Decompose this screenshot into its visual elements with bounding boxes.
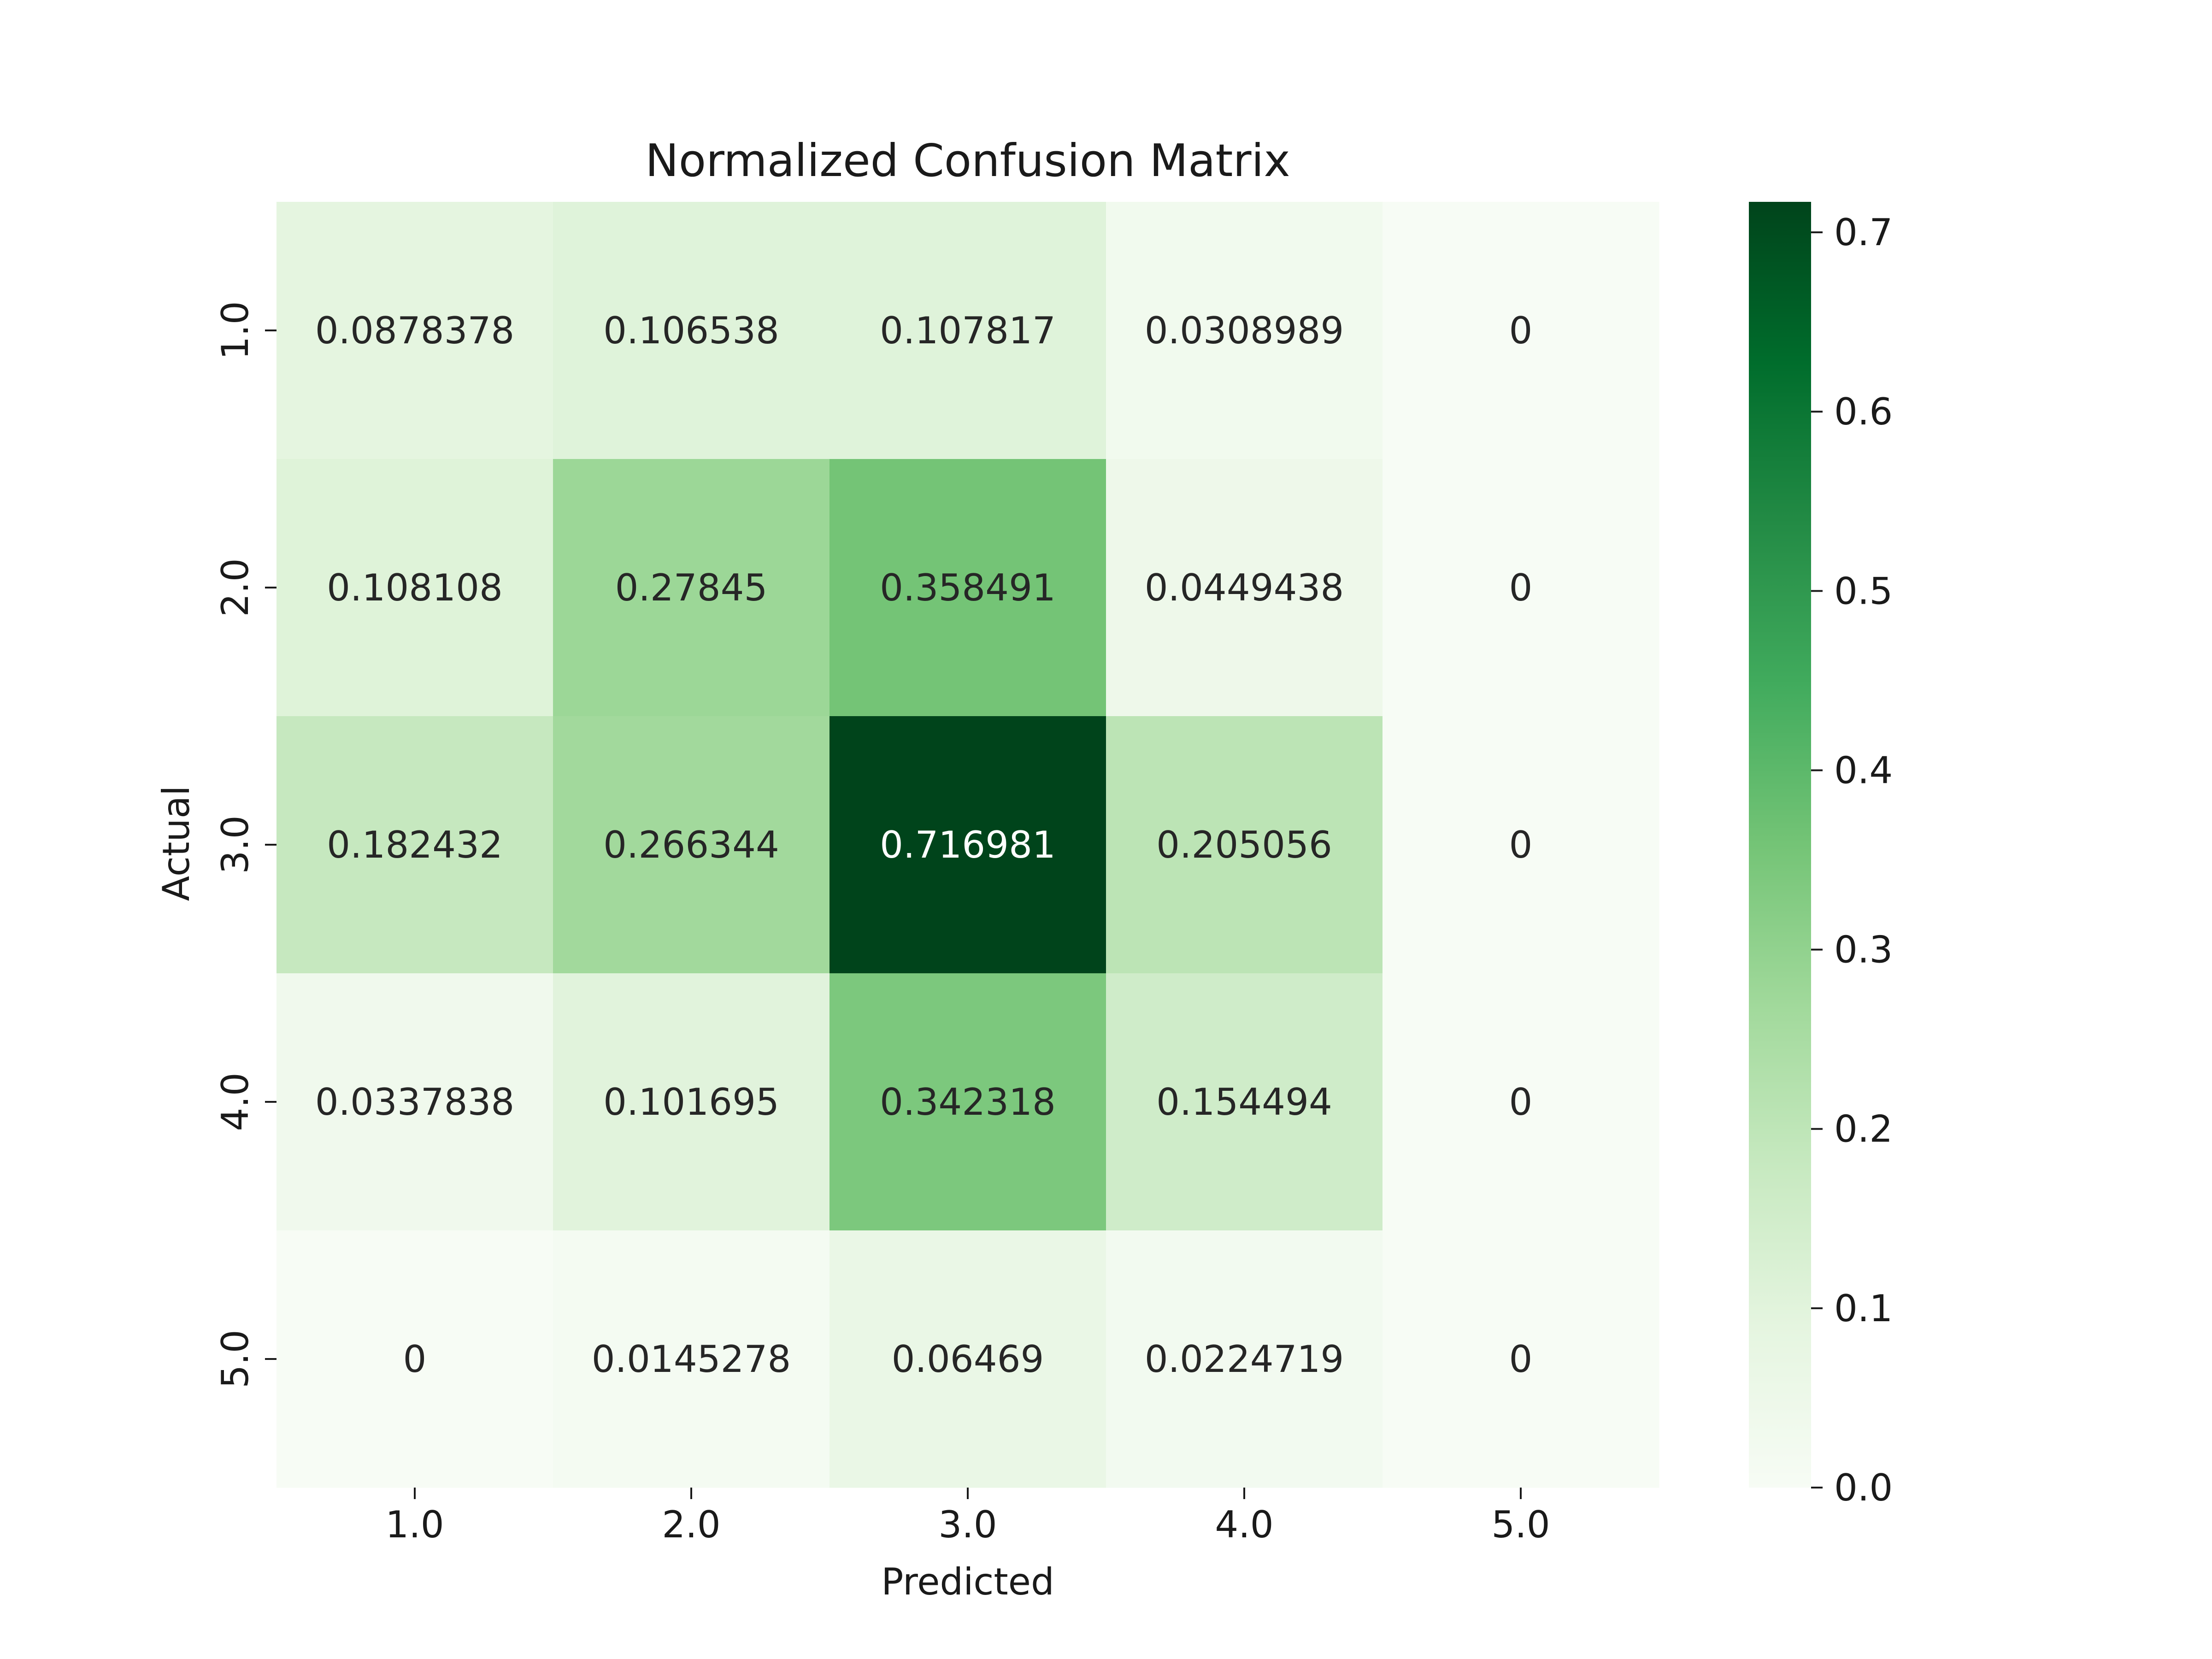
cell-value-label: 0: [1509, 1338, 1533, 1381]
heatmap-cell: [276, 1230, 553, 1488]
heatmap-cell: [553, 716, 830, 974]
heatmap-cells: [276, 202, 1659, 1488]
cell-value-label: 0: [1509, 566, 1533, 609]
colorbar-tick-label: 0.2: [1834, 1108, 1893, 1151]
cell-value-label: 0.0308989: [1145, 309, 1344, 352]
x-tick-label: 1.0: [385, 1503, 444, 1546]
heatmap-cell: [830, 1230, 1106, 1488]
heatmap-cell: [830, 459, 1106, 717]
heatmap-cell: [553, 973, 830, 1231]
cell-value-label: 0.0449438: [1145, 566, 1344, 609]
heatmap-cell: [1106, 973, 1383, 1231]
y-tick-label: 4.0: [214, 1072, 257, 1131]
cell-value-label: 0.108108: [327, 566, 503, 609]
heatmap-cell: [1382, 202, 1659, 459]
cell-value-label: 0.182432: [327, 824, 503, 866]
colorbar-tick-label: 0.6: [1834, 390, 1893, 433]
heatmap-cell: [830, 973, 1106, 1231]
x-axis-ticks: 1.0 2.0 3.0 4.0 5.0: [385, 1488, 1550, 1546]
heatmap-cell: [1382, 716, 1659, 974]
colorbar-ticks: 0.0 0.1 0.2 0.3 0.4 0.5 0.6 0.7: [1811, 211, 1893, 1509]
cell-value-label: 0: [1509, 824, 1533, 866]
y-axis-label: Actual: [155, 786, 198, 901]
heatmap-cell: [1382, 973, 1659, 1231]
colorbar-tick-label: 0.5: [1834, 570, 1893, 612]
x-axis-label: Predicted: [881, 1560, 1054, 1603]
heatmap-cell: [1382, 459, 1659, 717]
y-tick-label: 3.0: [214, 815, 257, 874]
heatmap-cell-labels: 0.0878378 0.106538 0.107817 0.0308989 0 0.108…: [315, 309, 1533, 1381]
cell-value-label: 0.0878378: [315, 309, 515, 352]
heatmap-cell: [276, 716, 553, 974]
cell-value-label: 0.716981: [880, 824, 1056, 866]
cell-value-label: 0.342318: [880, 1081, 1056, 1124]
cell-value-label: 0.154494: [1156, 1081, 1332, 1124]
heatmap-cell: [1382, 1230, 1659, 1488]
colorbar: [1749, 202, 1811, 1488]
heatmap-cell: [553, 1230, 830, 1488]
cell-value-label: 0.101695: [603, 1081, 779, 1124]
colorbar-tick-label: 0.1: [1834, 1287, 1893, 1330]
cell-value-label: 0.0145278: [592, 1338, 791, 1381]
cell-value-label: 0: [1509, 309, 1533, 352]
heatmap-cell: [1106, 202, 1383, 459]
colorbar-tick-label: 0.0: [1834, 1466, 1893, 1509]
heatmap-cell: [276, 202, 553, 459]
heatmap-cell: [276, 973, 553, 1231]
heatmap-cell: [1106, 716, 1383, 974]
cell-value-label: 0.106538: [603, 309, 779, 352]
heatmap-cell: [1106, 459, 1383, 717]
colorbar-tick-label: 0.7: [1834, 211, 1893, 254]
heatmap-cell: [1106, 1230, 1383, 1488]
heatmap-cell: [553, 459, 830, 717]
cell-value-label: 0.107817: [880, 309, 1056, 352]
x-tick-label: 3.0: [938, 1503, 997, 1546]
cell-value-label: 0.266344: [603, 824, 779, 866]
colorbar-tick-label: 0.3: [1834, 929, 1893, 971]
heatmap-cell: [830, 716, 1106, 974]
colorbar-tick-label: 0.4: [1834, 749, 1893, 792]
y-axis-ticks: 1.0 2.0 3.0 4.0 5.0: [214, 301, 276, 1388]
cell-value-label: 0: [1509, 1081, 1533, 1124]
cell-value-label: 0.0337838: [315, 1081, 515, 1124]
x-tick-label: 4.0: [1215, 1503, 1273, 1546]
heatmap-cell: [830, 202, 1106, 459]
chart-title: Normalized Confusion Matrix: [645, 135, 1290, 187]
cell-value-label: 0.205056: [1156, 824, 1332, 866]
y-tick-label: 2.0: [214, 558, 257, 617]
y-tick-label: 1.0: [214, 301, 257, 359]
cell-value-label: 0.0224719: [1145, 1338, 1344, 1381]
heatmap-cell: [553, 202, 830, 459]
cell-value-label: 0.27845: [615, 566, 768, 609]
x-tick-label: 5.0: [1491, 1503, 1550, 1546]
cell-value-label: 0.358491: [880, 566, 1056, 609]
y-tick-label: 5.0: [214, 1330, 257, 1388]
cell-value-label: 0.06469: [892, 1338, 1044, 1381]
heatmap-cell: [276, 459, 553, 717]
x-tick-label: 2.0: [662, 1503, 720, 1546]
cell-value-label: 0: [403, 1338, 427, 1381]
